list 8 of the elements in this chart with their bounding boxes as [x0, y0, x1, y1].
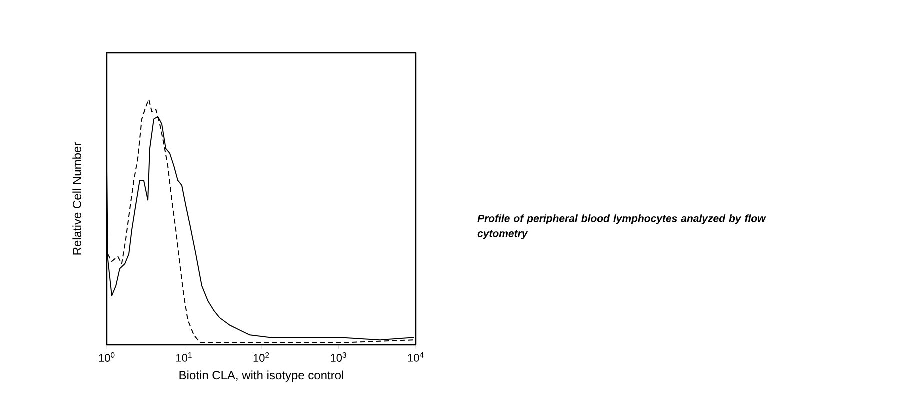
text: Profile of peripheral blood lymphocytes analyzed by flow cytometry: [478, 214, 766, 240]
x-tick-label: 10$^{0}$: [99, 352, 115, 362]
x-tick-label: 10$^{2}$: [254, 352, 270, 362]
x-tick-label: 10$^{1}$: [176, 352, 192, 362]
x-tick-label: 10$^{4}$: [408, 352, 424, 362]
x-axis-title: Biotin CLA, with isotype control: [180, 370, 344, 382]
x-tick-label: 10$^{3}$: [331, 352, 346, 362]
y-axis-title: Relative Cell Number: [72, 142, 82, 255]
